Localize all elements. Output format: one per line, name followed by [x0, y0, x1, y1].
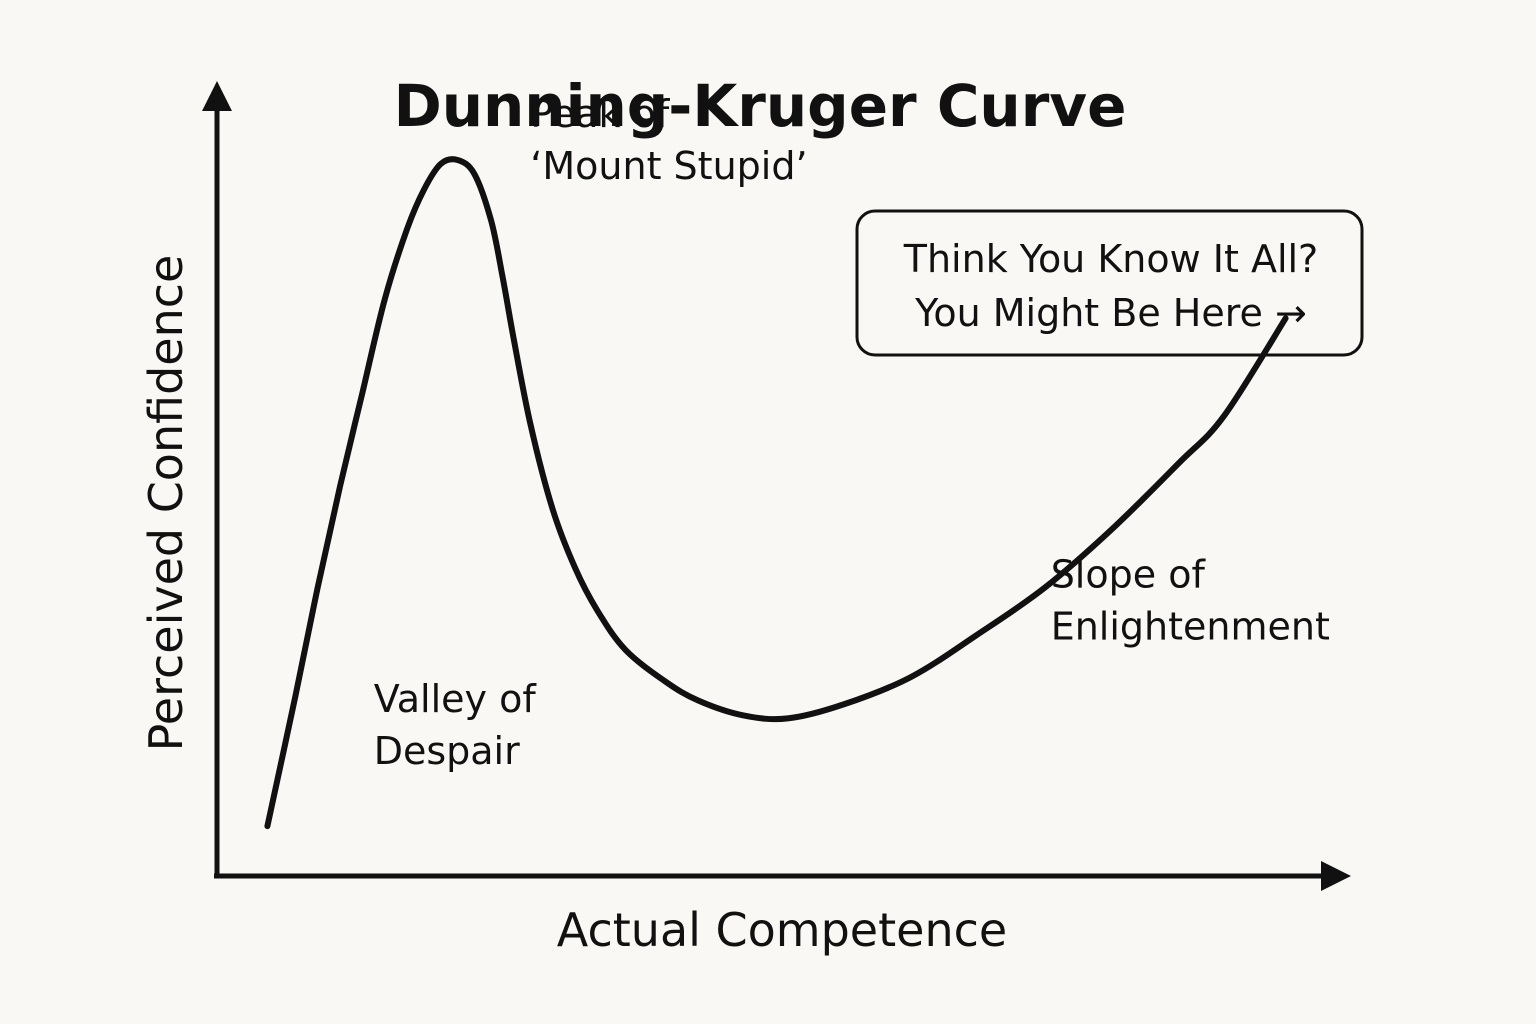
plot-area [264, 156, 1289, 830]
callout-line-1: Think You Know It All? [903, 237, 1318, 281]
annotation-valley-of-despair: Valley of Despair [374, 677, 538, 773]
annotation-layer: Peak of ‘Mount Stupid’ Valley of Despair Slo… [374, 92, 1330, 773]
callout-line-2: You Might Be Here → [914, 291, 1307, 335]
x-axis-title: Actual Competence [557, 903, 1007, 957]
annotation-line: Valley of [374, 677, 538, 721]
annotation-line: Peak of [530, 92, 671, 136]
y-axis-title: Perceived Confidence [139, 255, 193, 752]
annotation-line: ‘Mount Stupid’ [530, 144, 807, 188]
callout-border [855, 209, 1364, 357]
series-line-confidence-curve [264, 156, 1289, 830]
callout-box: Think You Know It All? You Might Be Here… [855, 209, 1364, 357]
annotation-line: Slope of [1051, 552, 1207, 596]
annotation-line: Despair [374, 729, 520, 773]
annotation-slope-of-enlightenment: Slope of Enlightenment [1051, 552, 1330, 648]
annotation-mount-stupid: Peak of ‘Mount Stupid’ [530, 92, 807, 188]
annotation-line: Enlightenment [1051, 604, 1330, 648]
chart-title: Dunning-Kruger Curve [394, 72, 1127, 140]
